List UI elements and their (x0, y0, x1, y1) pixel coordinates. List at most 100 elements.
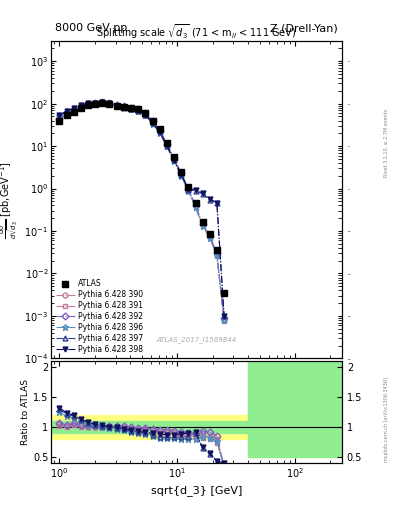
Pythia 6.428 398 (150, 119, 155, 125)
Pythia 6.428 390 (86, 101, 90, 108)
Pythia 6.428 391 (222, 318, 226, 324)
Pythia 6.428 390 (186, 186, 191, 193)
ATLAS (86, 101, 90, 108)
ATLAS (143, 110, 148, 116)
Pythia 6.428 390 (157, 127, 162, 134)
Pythia 6.428 390 (129, 105, 133, 111)
Pythia 6.428 392 (215, 250, 219, 257)
ATLAS (200, 219, 205, 225)
ATLAS (150, 117, 155, 123)
Pythia 6.428 396 (179, 173, 184, 179)
Pythia 6.428 398 (200, 190, 205, 196)
Pythia 6.428 397 (186, 187, 191, 193)
Pythia 6.428 391 (208, 235, 212, 241)
Line: ATLAS: ATLAS (56, 100, 227, 296)
Pythia 6.428 398 (143, 112, 148, 118)
Legend: ATLAS, Pythia 6.428 390, Pythia 6.428 391, Pythia 6.428 392, Pythia 6.428 396, P: ATLAS, Pythia 6.428 390, Pythia 6.428 39… (53, 276, 146, 357)
Pythia 6.428 398 (64, 108, 69, 114)
ATLAS (100, 100, 105, 106)
Line: Pythia 6.428 391: Pythia 6.428 391 (57, 100, 226, 324)
Pythia 6.428 390 (107, 100, 112, 106)
ATLAS (57, 117, 62, 123)
ATLAS (193, 200, 198, 206)
ATLAS (157, 126, 162, 132)
Pythia 6.428 396 (215, 252, 219, 258)
Pythia 6.428 396 (129, 106, 133, 112)
Text: 8000 GeV pp: 8000 GeV pp (55, 23, 127, 33)
Pythia 6.428 390 (136, 106, 141, 113)
Line: Pythia 6.428 392: Pythia 6.428 392 (57, 100, 226, 321)
Pythia 6.428 397 (179, 172, 184, 178)
Pythia 6.428 391 (107, 100, 112, 106)
Pythia 6.428 398 (100, 99, 105, 105)
Pythia 6.428 392 (222, 315, 226, 321)
Pythia 6.428 396 (107, 101, 112, 107)
Pythia 6.428 392 (121, 103, 126, 110)
Pythia 6.428 392 (57, 116, 62, 122)
Pythia 6.428 398 (164, 142, 169, 148)
Pythia 6.428 396 (64, 109, 69, 115)
Pythia 6.428 392 (64, 111, 69, 117)
Pythia 6.428 398 (179, 171, 184, 177)
Pythia 6.428 390 (208, 234, 212, 240)
Pythia 6.428 392 (129, 105, 133, 111)
Text: Rivet 3.1.10, ≥ 2.7M events: Rivet 3.1.10, ≥ 2.7M events (384, 109, 389, 178)
Pythia 6.428 398 (222, 313, 226, 319)
Pythia 6.428 397 (215, 200, 219, 206)
Pythia 6.428 398 (172, 157, 176, 163)
Pythia 6.428 396 (100, 99, 105, 105)
Line: Pythia 6.428 396: Pythia 6.428 396 (56, 99, 228, 324)
Y-axis label: $\frac{d\sigma}{d\sqrt{d_{3}}}$ [pb,GeV$^{-1}$]: $\frac{d\sigma}{d\sqrt{d_{3}}}$ [pb,GeV$… (0, 161, 21, 239)
Line: Pythia 6.428 398: Pythia 6.428 398 (57, 100, 226, 318)
Pythia 6.428 391 (200, 223, 205, 229)
Pythia 6.428 392 (143, 110, 148, 116)
ATLAS (121, 103, 126, 110)
ATLAS (93, 100, 97, 106)
Pythia 6.428 392 (193, 202, 198, 208)
Pythia 6.428 397 (129, 106, 133, 112)
Pythia 6.428 390 (179, 171, 184, 177)
ATLAS (215, 247, 219, 253)
Pythia 6.428 396 (208, 234, 212, 241)
Pythia 6.428 396 (193, 204, 198, 210)
Pythia 6.428 391 (129, 105, 133, 111)
Pythia 6.428 392 (179, 170, 184, 176)
Pythia 6.428 397 (164, 143, 169, 149)
Pythia 6.428 391 (100, 100, 105, 106)
Pythia 6.428 390 (114, 102, 119, 109)
Pythia 6.428 391 (179, 172, 184, 178)
ATLAS (114, 102, 119, 109)
ATLAS (79, 105, 83, 111)
Pythia 6.428 397 (100, 99, 105, 105)
Pythia 6.428 398 (114, 102, 119, 109)
Pythia 6.428 398 (157, 129, 162, 135)
Pythia 6.428 396 (86, 100, 90, 106)
Pythia 6.428 392 (107, 100, 112, 106)
Pythia 6.428 392 (172, 155, 176, 161)
Pythia 6.428 391 (86, 101, 90, 108)
Pythia 6.428 397 (64, 108, 69, 114)
Y-axis label: Ratio to ATLAS: Ratio to ATLAS (21, 379, 30, 445)
Pythia 6.428 396 (71, 106, 76, 112)
Pythia 6.428 391 (150, 119, 155, 125)
Pythia 6.428 396 (136, 108, 141, 114)
Pythia 6.428 398 (208, 196, 212, 202)
Pythia 6.428 391 (215, 253, 219, 259)
Pythia 6.428 391 (186, 187, 191, 194)
Text: mcplots.cern.ch [arXiv:1306.3436]: mcplots.cern.ch [arXiv:1306.3436] (384, 377, 389, 462)
Pythia 6.428 392 (208, 232, 212, 239)
Pythia 6.428 390 (143, 111, 148, 117)
Pythia 6.428 391 (121, 104, 126, 110)
Pythia 6.428 392 (114, 102, 119, 108)
Pythia 6.428 397 (150, 120, 155, 126)
Pythia 6.428 391 (71, 108, 76, 114)
Pythia 6.428 391 (57, 117, 62, 123)
Title: Splitting scale $\sqrt{d_3}$ (71 < m$_{ll}$ < 111 GeV): Splitting scale $\sqrt{d_3}$ (71 < m$_{l… (96, 22, 297, 41)
ATLAS (64, 112, 69, 118)
Pythia 6.428 396 (172, 158, 176, 164)
X-axis label: sqrt{d_3} [GeV]: sqrt{d_3} [GeV] (151, 485, 242, 497)
Pythia 6.428 397 (143, 112, 148, 118)
Pythia 6.428 392 (150, 118, 155, 124)
Pythia 6.428 392 (186, 185, 191, 191)
Pythia 6.428 391 (172, 157, 176, 163)
